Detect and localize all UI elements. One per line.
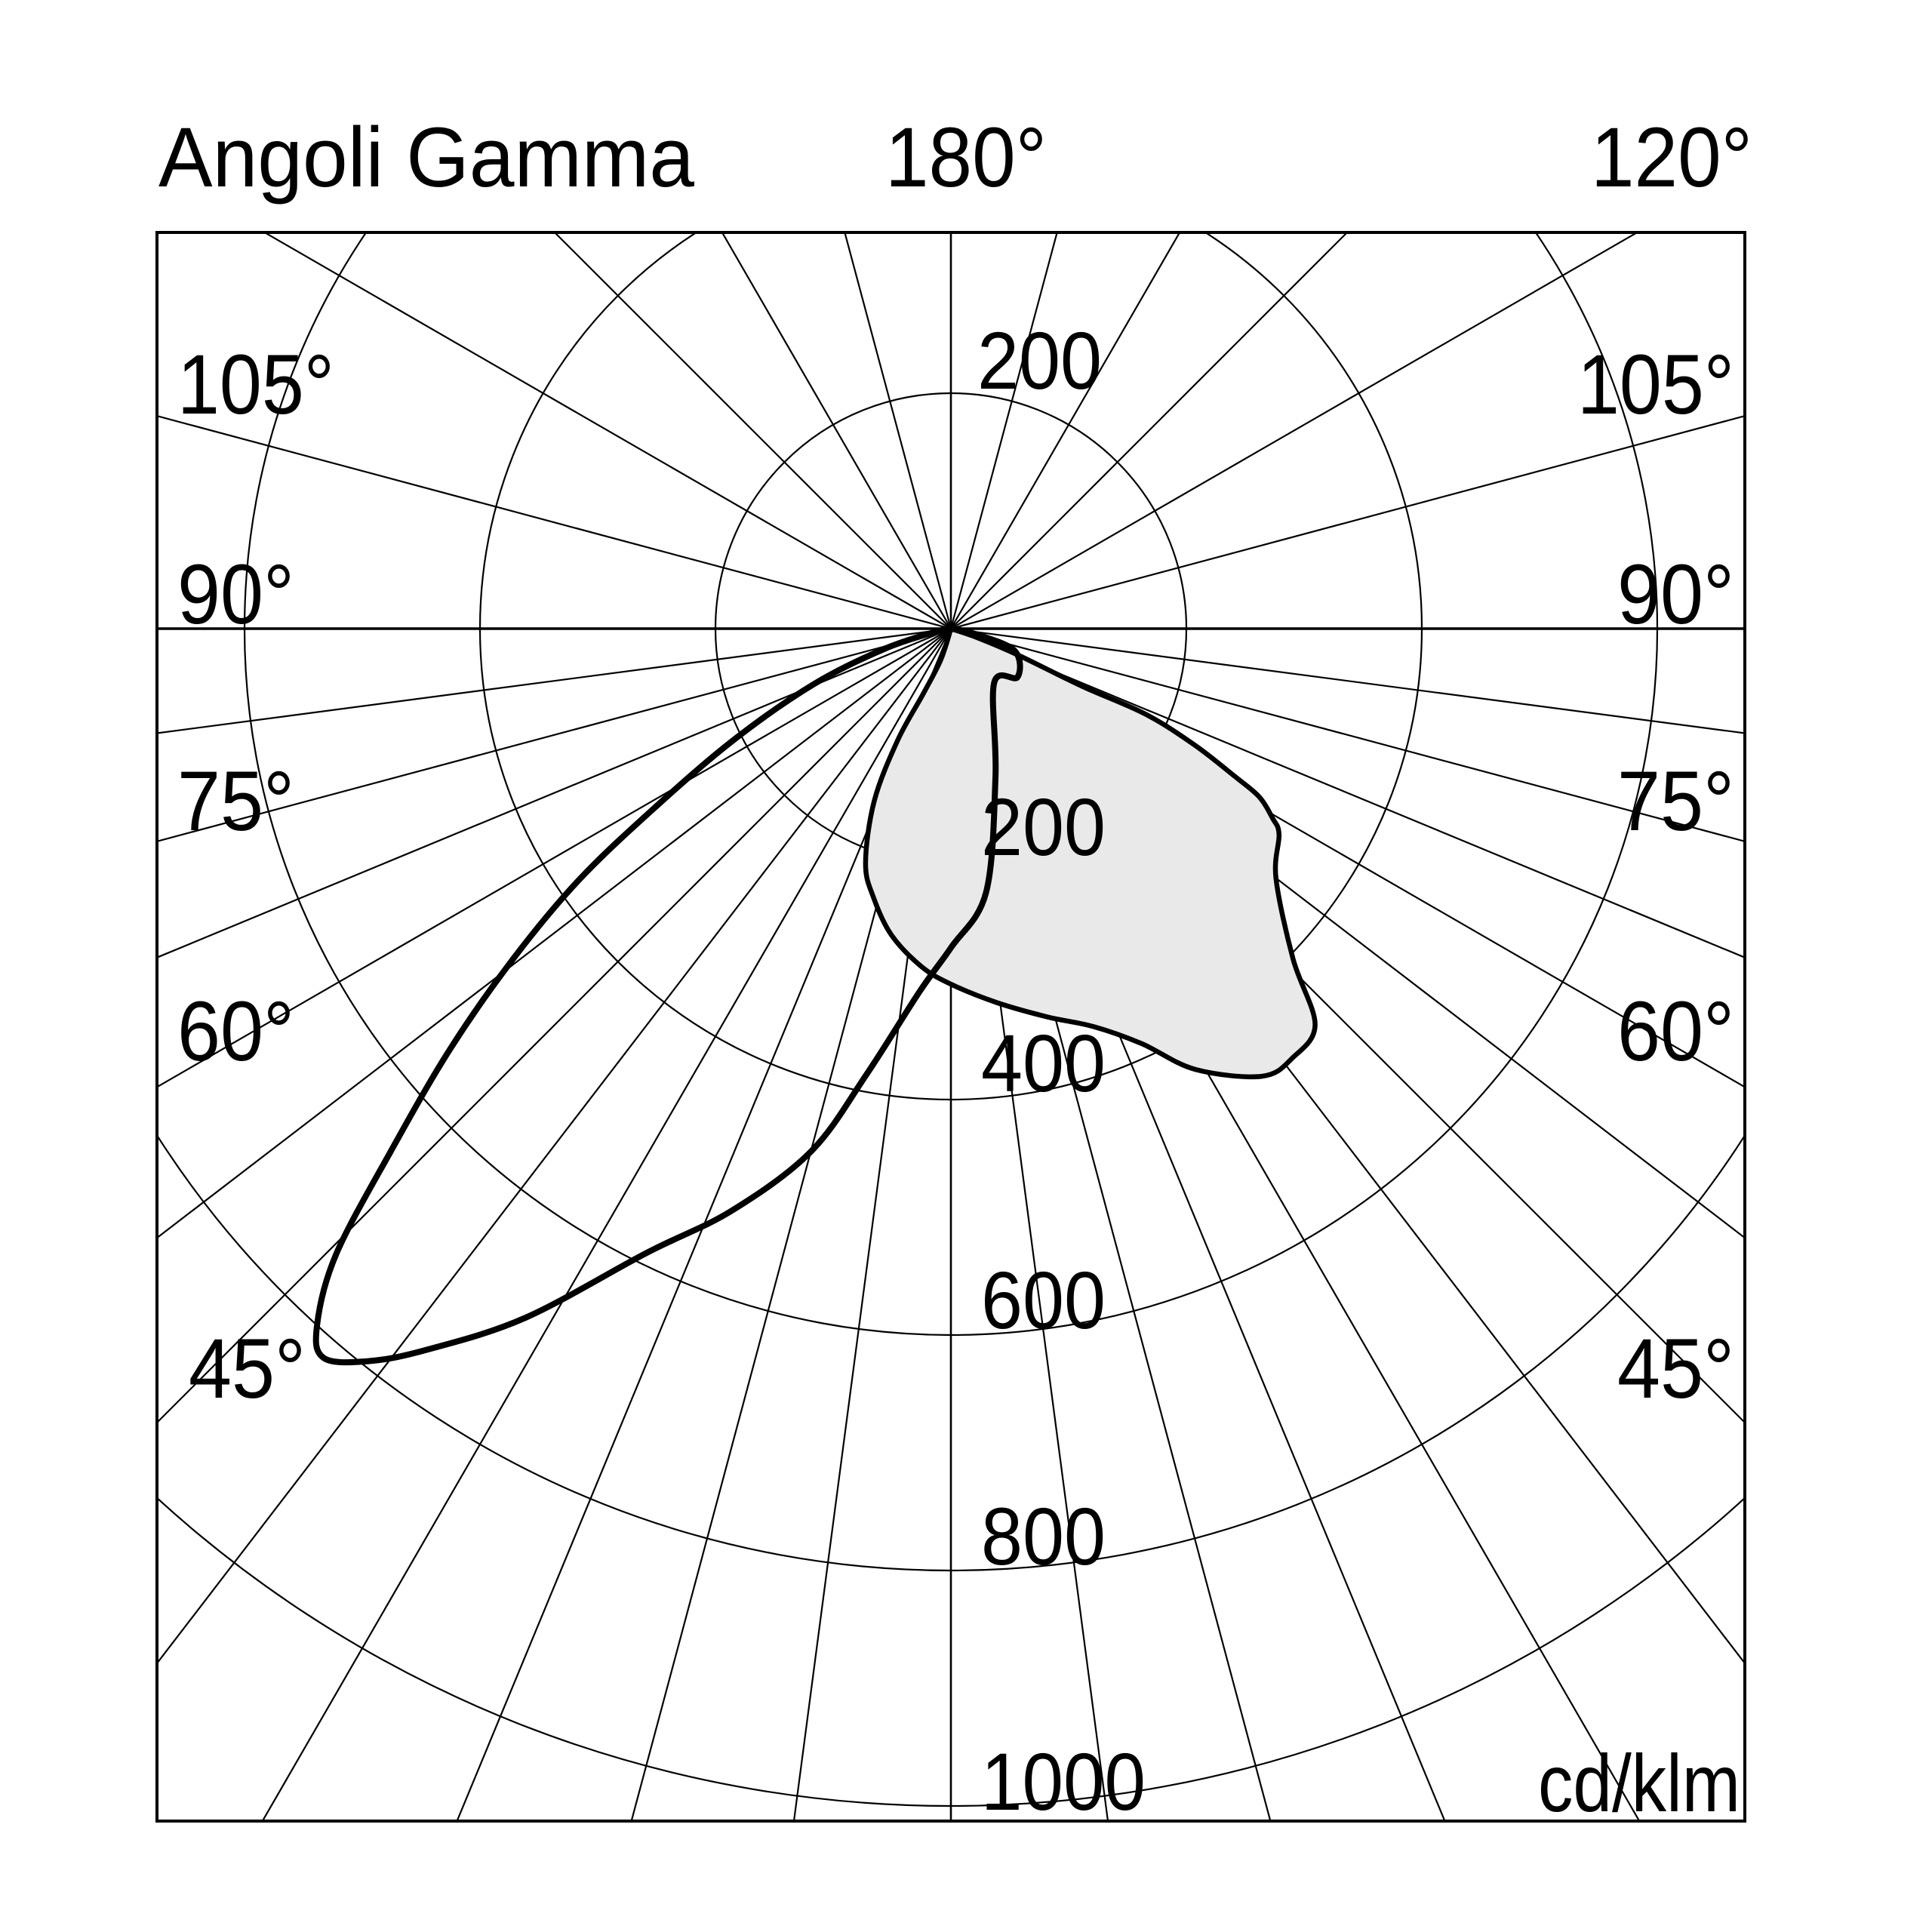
gamma-label-right-45: 45° [1617,1321,1734,1416]
units-label: cd/klm [1538,1737,1740,1829]
radial-label-800: 800 [981,1491,1106,1582]
gamma-label-right-60: 60° [1617,984,1734,1078]
gamma-label-120: 120° [1591,110,1752,205]
grid-ray-lower [157,627,952,958]
gamma-label-right-90: 90° [1617,547,1734,641]
grid-ray-lower [157,627,952,843]
gamma-label-left-75: 75° [177,754,294,848]
gamma-label-right-105: 105° [1577,337,1734,432]
grid-ray-upper [950,414,1745,630]
grid-ray-lower [157,628,952,1088]
radial-label-600: 600 [981,1254,1106,1346]
grid-ray-upper [950,232,1639,629]
gamma-label-left-90: 90° [177,547,294,641]
grid-ray-lower [261,628,952,1821]
grid-ray-upper [950,232,1181,629]
gamma-label-right-75: 75° [1617,754,1734,848]
radial-label-400: 400 [981,1017,1106,1109]
grid-ray-lower [157,628,952,1424]
grid-ray-lower [157,628,952,1665]
grid-ray-lower [950,627,1745,958]
gamma-label-180: 180° [885,110,1047,205]
gamma-label-left-60: 60° [177,984,294,1078]
radial-label-1000: 1000 [981,1736,1146,1827]
grid-ray-upper [949,232,1058,629]
radial-label-200: 200 [981,781,1106,872]
grid-ray-upper [950,232,1349,629]
gamma-label-left-45: 45° [189,1321,306,1416]
grid-ray-lower [950,627,1745,734]
curve-lobe-right [863,626,1318,1080]
photometric-curves [312,626,1318,1366]
grid-ray-lower [950,627,1745,843]
radial-label-200-top: 200 [977,315,1102,406]
grid-ray-lower [792,628,952,1821]
gamma-label-left-105: 105° [177,337,334,432]
grid-ray-lower [456,628,952,1821]
grid-ray-lower [157,628,952,1239]
chart-title: Angoli Gamma [158,110,695,205]
grid-ray-upper [263,232,952,629]
grid-ray-lower [157,627,952,734]
grid-ray-lower [630,628,952,1821]
grid-ray-upper [157,414,952,630]
grid-ray-upper [721,232,952,629]
plot-frame [155,231,1746,1823]
grid-ray-lower [950,628,1745,1088]
grid-ray-upper [844,232,952,629]
grid-ray-upper [553,232,952,629]
curve-lobe-left [312,626,1023,1366]
